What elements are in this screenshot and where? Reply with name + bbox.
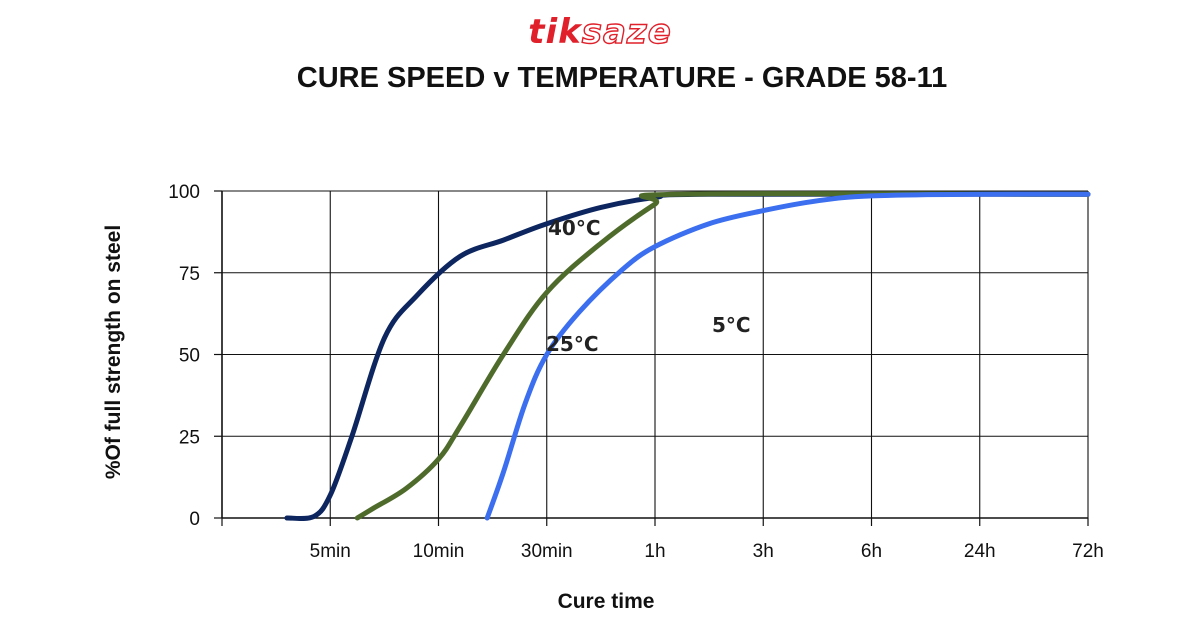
y-tick-label-100: 100 [168,182,200,203]
x-tick-label-72h: 72h [1072,541,1104,562]
logo-part-tik: tik [528,12,582,52]
chart-title: CURE SPEED v TEMPERATURE - GRADE 58-11 [296,62,948,94]
series-line-5CC [484,191,1091,521]
series-label-40CC: 40°C [548,216,601,240]
series-line-25CC [354,191,1091,521]
series-lines [284,191,1091,522]
x-tick-label-10min: 10min [413,541,465,562]
x-tick-label-5min: 5min [310,541,351,562]
y-axis-title: %Of full strength on steel [102,225,125,479]
x-tick-label-3h: 3h [753,541,774,562]
y-tick-label-50: 50 [179,346,200,367]
axis-ticks: 0 25 50 75 100 5min 10min 30min 1h 3h 6h 24h 72h [168,182,1104,562]
y-tick-label-75: 75 [179,264,200,285]
series-labels: 40°C 25°C 5°C [546,216,751,356]
brand-logo: tiksaze [0,11,1200,52]
x-tick-label-6h: 6h [861,541,882,562]
x-tick-label-1h: 1h [644,541,665,562]
grid-lines [221,190,1089,519]
y-tick-label-25: 25 [179,427,200,448]
x-axis-title: Cure time [558,590,655,613]
series-line-40CC [284,191,1091,522]
series-label-25CC: 25°C [546,332,599,356]
x-tick-label-30min: 30min [521,541,573,562]
series-label-5CC: 5°C [712,313,751,337]
logo-part-saze: saze [581,11,672,52]
x-tick-label-24h: 24h [964,541,996,562]
y-tick-label-0: 0 [189,509,200,530]
